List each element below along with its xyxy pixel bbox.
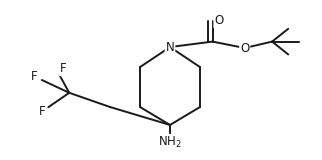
Text: O: O [240,41,249,55]
Text: N: N [166,40,175,54]
Text: F: F [39,105,45,118]
Text: F: F [31,70,37,83]
Text: NH$_2$: NH$_2$ [158,135,182,150]
Text: O: O [214,14,223,27]
Text: F: F [60,62,66,75]
